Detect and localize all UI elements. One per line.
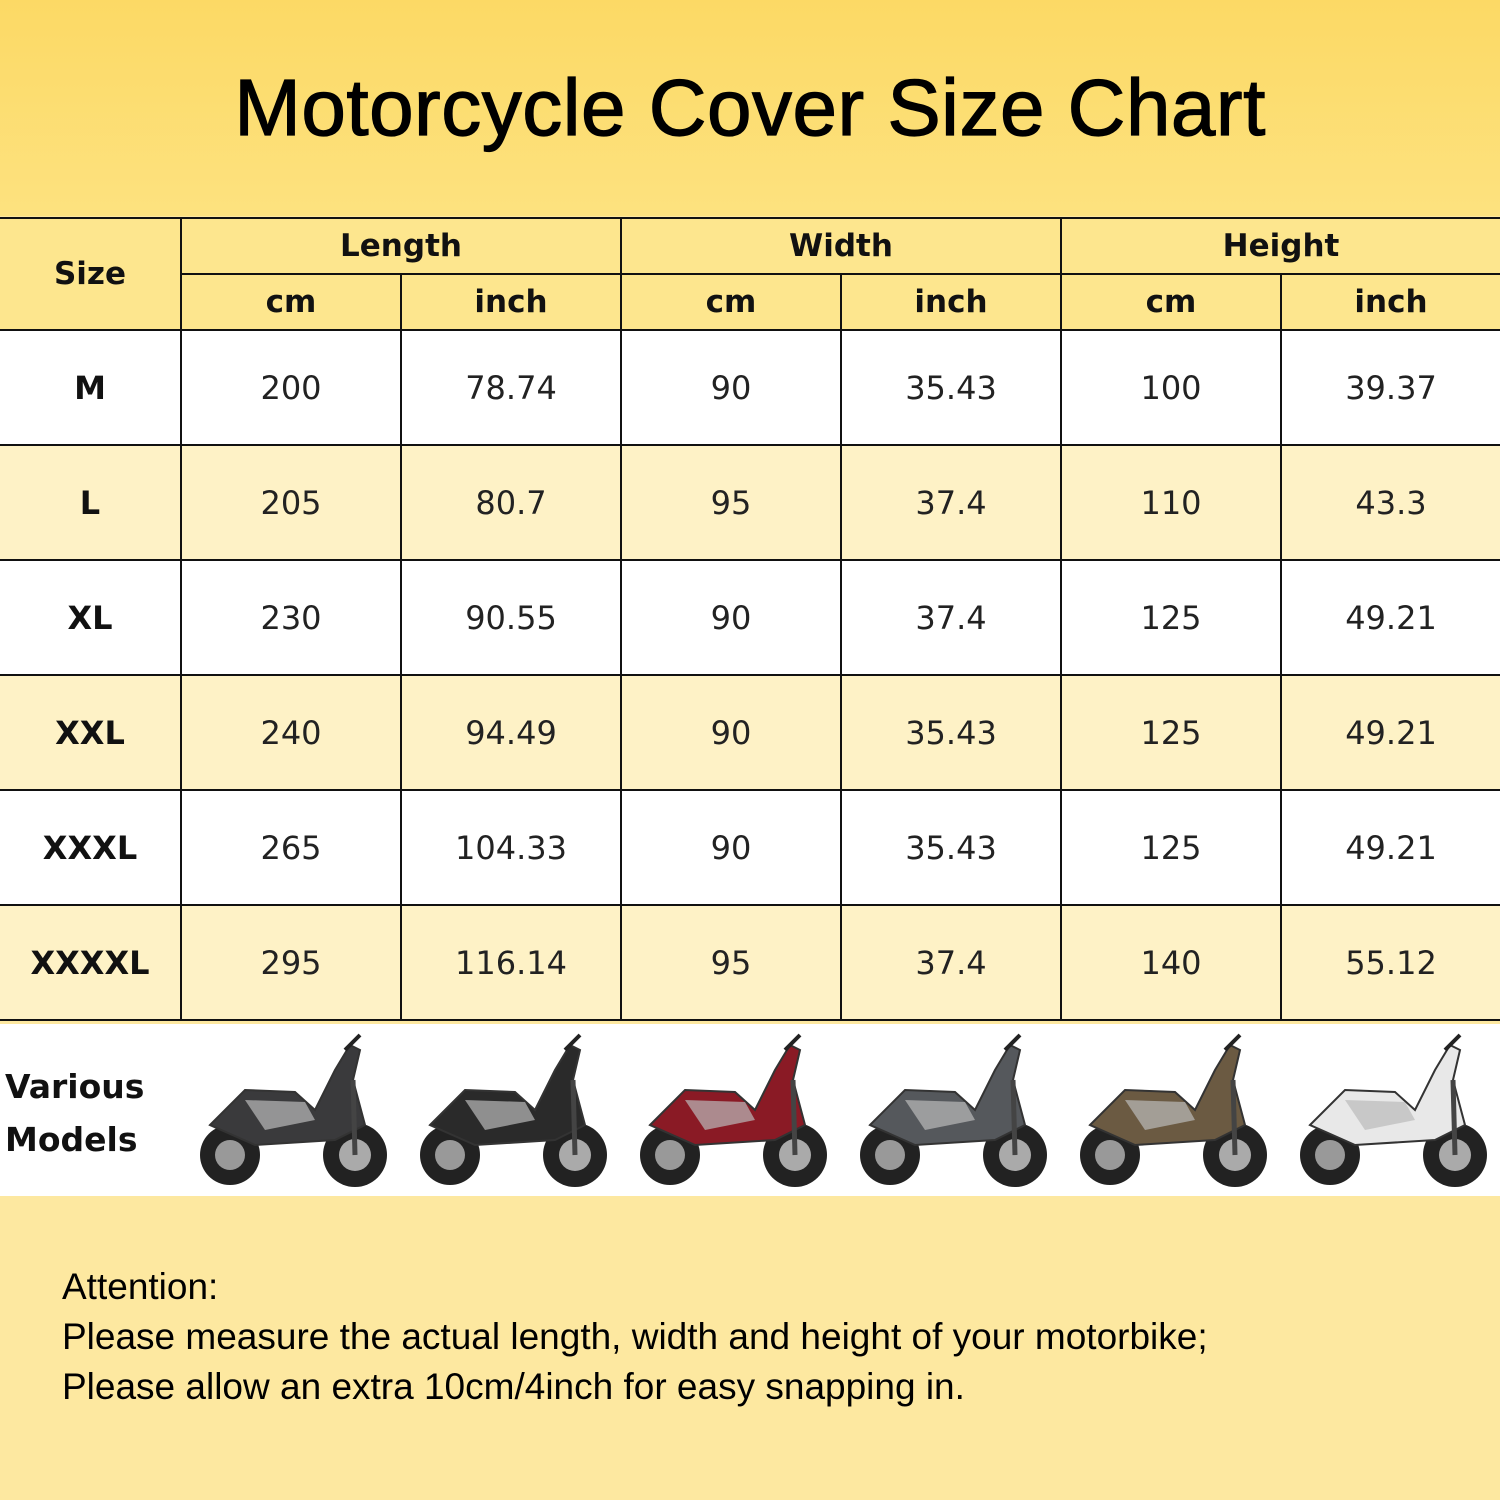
- height-header: Height: [1060, 217, 1500, 275]
- unit-header: cm: [181, 273, 402, 331]
- size-cell: XXXL: [0, 789, 182, 906]
- attention-heading: Attention:: [62, 1266, 219, 1307]
- size-header: Size: [0, 217, 182, 331]
- value-cell: 37.4: [840, 904, 1062, 1021]
- models-label-line2: Models: [5, 1120, 138, 1159]
- value-cell: 240: [180, 674, 402, 791]
- table-row: XXXL 265 104.33 90 35.43 125 49.21: [0, 789, 1500, 906]
- value-cell: 100: [1060, 329, 1282, 446]
- table-row: XXL 240 94.49 90 35.43 125 49.21: [0, 674, 1500, 791]
- table-row: XL 230 90.55 90 37.4 125 49.21: [0, 559, 1500, 676]
- value-cell: 95: [620, 904, 842, 1021]
- value-cell: 78.74: [400, 329, 622, 446]
- models-row: Various Models: [0, 1024, 1500, 1196]
- width-header: Width: [620, 217, 1062, 275]
- value-cell: 49.21: [1280, 559, 1500, 676]
- unit-header: cm: [620, 273, 842, 331]
- attention-line-1: Please measure the actual length, width …: [62, 1316, 1208, 1357]
- value-cell: 95: [620, 444, 842, 561]
- naked-motorcycle-icon: [845, 1030, 1060, 1195]
- size-cell: L: [0, 444, 182, 561]
- value-cell: 37.4: [840, 559, 1062, 676]
- value-cell: 265: [180, 789, 402, 906]
- value-cell: 295: [180, 904, 402, 1021]
- attention-line-2: Please allow an extra 10cm/4inch for eas…: [62, 1366, 965, 1407]
- value-cell: 125: [1060, 674, 1282, 791]
- value-cell: 49.21: [1280, 789, 1500, 906]
- value-cell: 80.7: [400, 444, 622, 561]
- value-cell: 125: [1060, 559, 1282, 676]
- models-label: Various Models: [5, 1060, 144, 1166]
- unit-header: inch: [400, 273, 622, 331]
- cruiser-motorcycle-icon: [625, 1030, 840, 1195]
- value-cell: 37.4: [840, 444, 1062, 561]
- value-cell: 55.12: [1280, 904, 1500, 1021]
- length-header: Length: [180, 217, 622, 275]
- page-title: Motorcycle Cover Size Chart: [234, 62, 1266, 152]
- adventure-scooter-icon: [405, 1030, 620, 1195]
- value-cell: 49.21: [1280, 674, 1500, 791]
- value-cell: 90.55: [400, 559, 622, 676]
- classic-scooter-icon: [1285, 1030, 1500, 1195]
- scrambler-motorcycle-icon: [1065, 1030, 1280, 1195]
- value-cell: 200: [180, 329, 402, 446]
- value-cell: 35.43: [840, 674, 1062, 791]
- value-cell: 116.14: [400, 904, 622, 1021]
- scooter-icon: [185, 1030, 400, 1195]
- value-cell: 90: [620, 329, 842, 446]
- value-cell: 104.33: [400, 789, 622, 906]
- value-cell: 205: [180, 444, 402, 561]
- size-cell: XL: [0, 559, 182, 676]
- table-row: L 205 80.7 95 37.4 110 43.3: [0, 444, 1500, 561]
- value-cell: 90: [620, 789, 842, 906]
- value-cell: 39.37: [1280, 329, 1500, 446]
- value-cell: 90: [620, 674, 842, 791]
- value-cell: 125: [1060, 789, 1282, 906]
- value-cell: 90: [620, 559, 842, 676]
- table-row: M 200 78.74 90 35.43 100 39.37: [0, 329, 1500, 446]
- table-row: XXXXL 295 116.14 95 37.4 140 55.12: [0, 904, 1500, 1021]
- size-cell: XXL: [0, 674, 182, 791]
- value-cell: 230: [180, 559, 402, 676]
- models-label-line1: Various: [5, 1067, 145, 1106]
- unit-header: cm: [1060, 273, 1282, 331]
- value-cell: 94.49: [400, 674, 622, 791]
- value-cell: 43.3: [1280, 444, 1500, 561]
- size-cell: M: [0, 329, 182, 446]
- value-cell: 35.43: [840, 789, 1062, 906]
- value-cell: 140: [1060, 904, 1282, 1021]
- value-cell: 110: [1060, 444, 1282, 561]
- unit-header: inch: [840, 273, 1062, 331]
- size-table: Size Length Width Height cm inch cm inch cm i…: [0, 217, 1500, 1021]
- value-cell: 35.43: [840, 329, 1062, 446]
- unit-header: inch: [1280, 273, 1500, 331]
- size-cell: XXXXL: [0, 904, 182, 1021]
- attention-note: Attention: Please measure the actual len…: [62, 1262, 1208, 1412]
- title-banner: Motorcycle Cover Size Chart: [0, 0, 1500, 216]
